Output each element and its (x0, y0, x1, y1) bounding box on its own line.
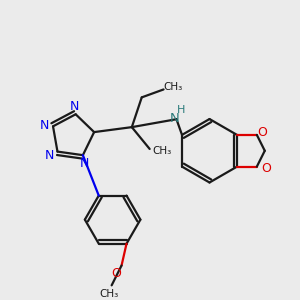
Text: N: N (39, 119, 49, 132)
Text: O: O (257, 126, 267, 140)
Text: O: O (112, 267, 122, 280)
Text: N: N (45, 149, 54, 162)
Text: O: O (261, 162, 271, 175)
Text: N: N (80, 157, 89, 169)
Text: N: N (70, 100, 80, 113)
Text: H: H (177, 105, 186, 115)
Text: N: N (169, 112, 179, 125)
Text: CH₃: CH₃ (152, 146, 171, 156)
Text: CH₃: CH₃ (164, 82, 183, 92)
Text: CH₃: CH₃ (99, 289, 118, 299)
